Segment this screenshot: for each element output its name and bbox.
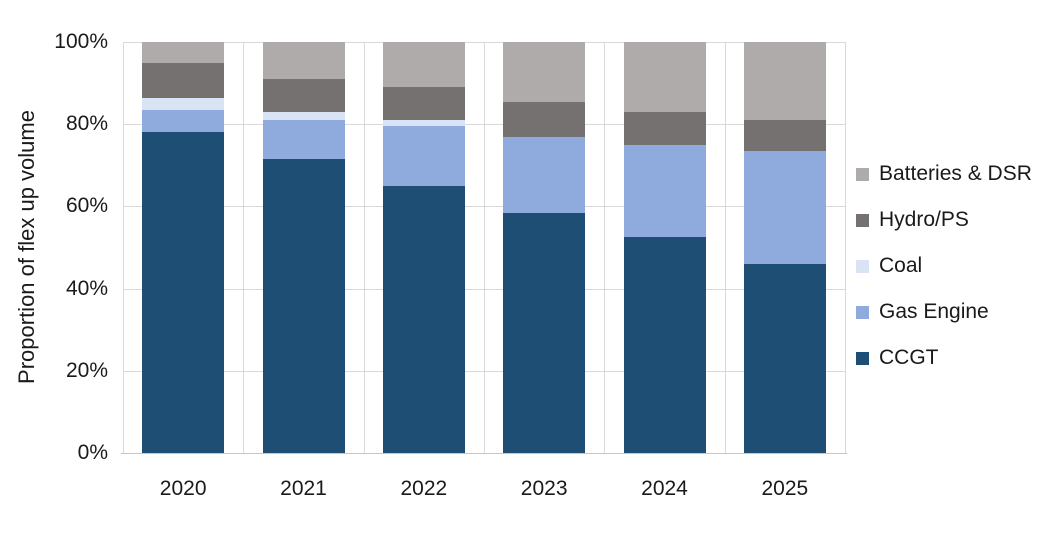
legend-label-gas-engine: Gas Engine [879, 300, 989, 323]
bar-2023-segment-ccgt [503, 212, 586, 453]
bar-2024-segment-ccgt [623, 237, 706, 453]
bar-2024-segment-hydro-ps [623, 111, 706, 145]
bar-2021-segment-coal [262, 111, 345, 121]
bar-2021-segment-gas-engine [262, 120, 345, 160]
x-label-2021: 2021 [280, 477, 327, 500]
bar-2023-segment-gas-engine [503, 136, 586, 213]
y-tick-label-0: 0% [77, 441, 108, 464]
x-label-2022: 2022 [400, 477, 448, 500]
y-tick-label-100: 100% [54, 30, 108, 53]
bar-2020-segment-batteries-dsr [142, 42, 225, 63]
legend-swatch-ccgt [856, 351, 869, 365]
bar-2021-segment-ccgt [262, 159, 345, 453]
legend-item-hydro-ps: Hydro/PS [856, 197, 1032, 243]
bar-2021-segment-batteries-dsr [262, 42, 345, 79]
bar-2022-segment-coal [382, 120, 465, 127]
v-gridline-3 [484, 42, 485, 453]
bar-2022-segment-gas-engine [382, 126, 465, 186]
bar-2020-segment-gas-engine [142, 109, 225, 133]
bar-2022-segment-hydro-ps [382, 87, 465, 121]
v-gridline-2 [363, 42, 365, 453]
legend-swatch-hydro-ps [856, 213, 869, 227]
bar-2023-segment-hydro-ps [503, 101, 586, 137]
bar-2020-segment-ccgt [142, 132, 225, 453]
bar-2022-segment-batteries-dsr [382, 42, 465, 88]
legend: Batteries & DSR Hydro/PS Coal Gas Engine CCG… [856, 151, 1032, 381]
legend-swatch-coal [856, 259, 869, 273]
legend-item-ccgt: CCGT [856, 335, 1032, 381]
x-label-2023: 2023 [520, 477, 568, 500]
bar-2022-segment-ccgt [382, 185, 465, 453]
legend-label-ccgt: CCGT [879, 346, 939, 369]
bar-2025-segment-gas-engine [743, 150, 826, 264]
legend-label-batteries-dsr: Batteries & DSR [879, 162, 1032, 185]
bar-2025-segment-batteries-dsr [743, 42, 826, 121]
legend-item-batteries-dsr: Batteries & DSR [856, 151, 1032, 197]
y-tick-label-40: 40% [65, 276, 108, 300]
legend-swatch-gas-engine [856, 305, 869, 319]
bar-2021-segment-hydro-ps [262, 79, 345, 112]
legend-item-gas-engine: Gas Engine [856, 289, 1032, 335]
bar-2020-segment-hydro-ps [142, 62, 225, 98]
bar-2024-segment-batteries-dsr [623, 42, 706, 112]
y-axis-title: Proportion of flex up volume [14, 110, 39, 384]
v-gridline-0 [123, 42, 124, 453]
legend-label-coal: Coal [879, 254, 923, 277]
x-label-2020: 2020 [159, 477, 207, 500]
x-label-2025: 2025 [761, 477, 809, 500]
v-gridline-1 [243, 42, 245, 453]
bar-2024-segment-gas-engine [623, 144, 706, 238]
legend-label-hydro-ps: Hydro/PS [879, 208, 969, 231]
v-gridline-6 [845, 42, 846, 453]
x-label-2024: 2024 [641, 477, 688, 500]
y-tick-label-80: 80% [65, 112, 108, 136]
bar-2020-segment-coal [142, 97, 225, 110]
bar-2023-segment-batteries-dsr [503, 42, 586, 102]
legend-swatch-batteries-dsr [856, 167, 869, 181]
plot-area [121, 42, 847, 454]
y-tick-label-60: 60% [65, 194, 108, 218]
v-gridline-4 [604, 42, 606, 453]
bar-2025-segment-ccgt [743, 263, 826, 453]
legend-item-coal: Coal [856, 243, 1032, 289]
v-gridline-5 [724, 42, 726, 453]
y-tick-label-20: 20% [65, 358, 108, 382]
x-axis-line [121, 453, 847, 454]
bar-2025-segment-hydro-ps [743, 120, 826, 151]
